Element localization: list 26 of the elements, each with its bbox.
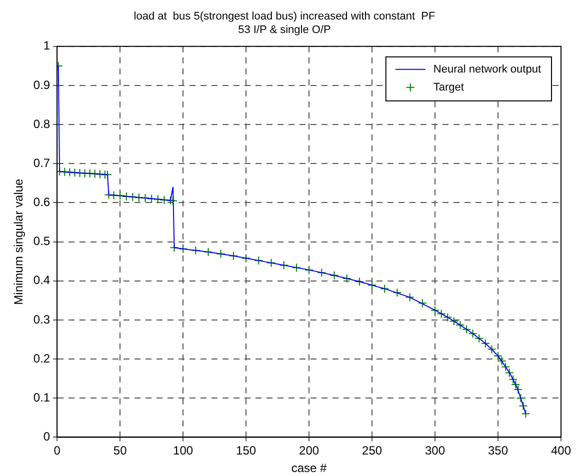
x-tick-label: 400 [550,444,572,458]
y-tick-label: 0.8 [33,116,50,131]
legend-label: Target [433,81,464,94]
x-tick-label: 50 [113,444,128,458]
chart-title: load at bus 5(strongest load bus) increased with constant PF [134,10,436,23]
x-tick-label: 0 [54,444,61,458]
x-axis-title: case # [291,461,328,476]
y-tick-label: 0.9 [33,78,50,92]
y-tick-label: 0.5 [33,234,50,248]
x-tick-label: 150 [236,444,256,458]
y-tick-label: 0.2 [33,351,50,366]
y-tick-label: 0 [43,430,50,444]
legend-label: Neural network output [433,63,542,76]
y-tick-label: 0.1 [33,390,50,404]
x-tick-label: 100 [173,444,194,458]
x-tick-label: 250 [362,444,382,458]
x-tick-label: 300 [425,444,446,458]
chart-subtitle: 53 I/P & single O/P [238,24,331,36]
y-tick-label: 0.4 [33,273,50,288]
x-tick-label: 350 [488,444,508,458]
x-tick-label: 200 [299,444,320,458]
y-tick-label: 1 [43,38,50,53]
y-tick-label: 0.3 [33,312,50,326]
y-axis-title: Minimum singular value [12,178,26,305]
y-tick-label: 0.6 [33,195,50,210]
y-tick-label: 0.7 [33,156,50,170]
